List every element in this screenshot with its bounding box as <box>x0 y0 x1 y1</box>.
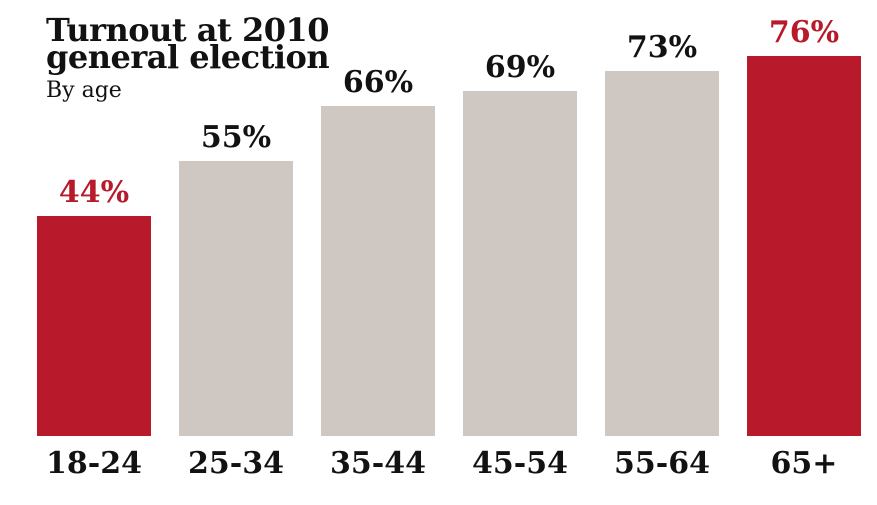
chart-header: Turnout at 2010 general election By age <box>46 11 330 103</box>
axis-label: 55-64 <box>614 446 710 481</box>
axis-label: 35-44 <box>330 446 426 481</box>
axis-area: 18-24 <box>37 436 151 505</box>
bar-group: 73% 55-64 <box>605 0 719 505</box>
page-title: Turnout at 2010 general election <box>46 11 330 76</box>
axis-label: 65+ <box>770 446 838 481</box>
bar-group: 44% 18-24 <box>37 0 151 505</box>
bar-group: 55% 25-34 <box>179 0 293 505</box>
value-label: 66% <box>342 65 414 100</box>
axis-area: 35-44 <box>321 436 435 505</box>
axis-label: 45-54 <box>472 446 568 481</box>
value-label: 76% <box>768 15 840 50</box>
title-line-2: general election <box>46 38 330 76</box>
axis-label: 25-34 <box>188 446 284 481</box>
axis-area: 45-54 <box>463 436 577 505</box>
bar-group: 76% 65+ <box>747 0 861 505</box>
bar-group: 69% 45-54 <box>463 0 577 505</box>
value-label: 69% <box>484 50 556 85</box>
bar-group: 66% 35-44 <box>321 0 435 505</box>
value-label: 55% <box>200 120 272 155</box>
bar <box>179 161 293 436</box>
value-label: 44% <box>58 175 130 210</box>
bar <box>463 91 577 436</box>
bar <box>747 56 861 436</box>
axis-label: 18-24 <box>46 446 142 481</box>
value-label: 73% <box>626 30 698 65</box>
axis-area: 25-34 <box>179 436 293 505</box>
bar-chart: 44% 18-24 55% 25-34 66% 35-44 69% 45-54 73% 55-64… <box>37 0 861 505</box>
title-line-1: Turnout at 2010 <box>46 11 330 49</box>
bar <box>37 216 151 436</box>
axis-area: 65+ <box>747 436 861 505</box>
chart-subtitle: By age <box>46 78 122 103</box>
axis-area: 55-64 <box>605 436 719 505</box>
bar <box>321 106 435 436</box>
bar <box>605 71 719 436</box>
